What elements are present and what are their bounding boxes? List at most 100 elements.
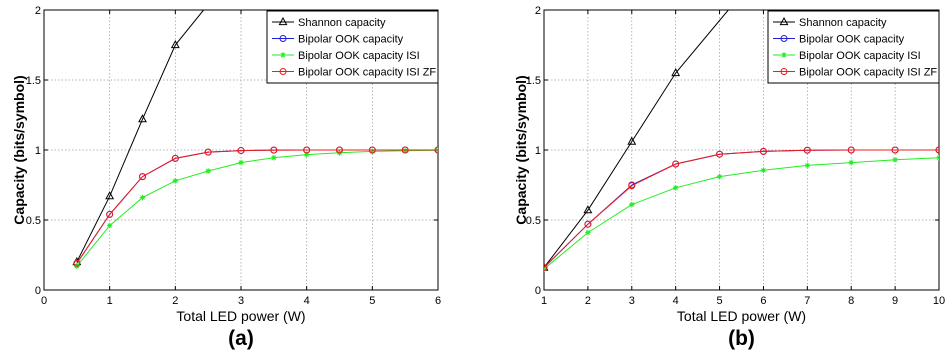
x-tick-label: 2: [172, 295, 178, 307]
series-0-point: [583, 205, 593, 214]
x-tick-label: 8: [848, 295, 854, 307]
series-group: [72, 10, 438, 269]
panel-label: (a): [228, 327, 254, 350]
y-tick-label: 1.5: [526, 75, 541, 87]
series-2-point: [369, 148, 376, 155]
legend: Shannon capacity Bipolar OOK capacity Bipo…: [767, 10, 940, 84]
series-3-point: [336, 146, 343, 154]
legend-swatch-marker: [780, 68, 788, 75]
panel-label: (b): [728, 327, 755, 350]
x-tick-label: 1: [107, 295, 113, 307]
series-line-0: [544, 10, 729, 268]
legend-box: [266, 10, 439, 84]
series-2-point: [892, 157, 898, 163]
series-3-point: [434, 146, 438, 154]
legend-entry: Bipolar OOK capacity ISI ZF: [298, 67, 436, 79]
x-tick-label: 4: [673, 295, 679, 307]
legend-swatch-marker: [780, 35, 788, 42]
series-3-point: [759, 147, 767, 155]
x-tick-label: 5: [716, 295, 722, 307]
y-tick-label: 0: [35, 285, 41, 297]
x-tick-label: 10: [933, 295, 945, 307]
y-tick-label: 1: [535, 145, 541, 157]
y-tick-label: 2: [535, 5, 541, 17]
series-0-point: [627, 136, 637, 145]
legend-swatch-marker: [279, 68, 287, 75]
series-2-point: [672, 185, 679, 191]
x-tick-label: 2: [585, 295, 591, 307]
series-3-point: [139, 173, 146, 181]
legend-swatch-marker: [781, 52, 787, 58]
x-tick-label: 6: [760, 295, 766, 307]
series-3-point: [672, 160, 680, 168]
series-2-point: [238, 159, 244, 166]
series-3-point: [73, 259, 81, 267]
x-tick-label: 5: [369, 295, 375, 307]
series-3-point: [628, 182, 636, 190]
series-group: [544, 10, 939, 272]
legend-entry: Bipolar OOK capacity: [799, 34, 905, 46]
legend-entry: Bipolar OOK capacity ISI: [298, 50, 420, 62]
series-3-point: [237, 147, 245, 155]
x-tick-label: 0: [41, 295, 47, 307]
y-axis-label: Capacity (bits/symbol): [513, 75, 529, 224]
series-3-point: [584, 220, 592, 228]
chart-panel-b: 1 2 3 4 5 6 7 8 9 10 0 0.5 1 1.5 2 Total LED power (W) C…: [513, 5, 945, 350]
legend-swatch-marker: [279, 35, 287, 42]
y-tick-label: 0.5: [26, 215, 41, 227]
series-2-point: [205, 168, 211, 174]
series-3-point: [803, 146, 811, 154]
series-2-point: [402, 147, 408, 154]
series-2-point: [628, 201, 635, 208]
series-2-point: [848, 159, 855, 166]
series-2-point: [303, 151, 310, 158]
series-line-0: [76, 10, 204, 263]
series-0-point: [170, 39, 180, 49]
legend-swatch-marker: [779, 16, 789, 26]
y-tick-label: 0.5: [526, 215, 541, 227]
series-2-point: [106, 222, 113, 229]
series-2-point: [139, 194, 146, 201]
series-3-point: [270, 146, 278, 154]
y-tick-label: 1.5: [26, 75, 41, 87]
x-tick-label: 9: [892, 295, 898, 307]
series-3-point: [935, 146, 939, 154]
series-0-point: [105, 191, 115, 200]
series-line-2: [76, 149, 438, 267]
series-2-point: [804, 162, 811, 169]
series-line-3: [76, 149, 438, 264]
y-tick-label: 2: [35, 5, 41, 17]
series-line-3: [544, 149, 939, 268]
series-2-point: [936, 154, 939, 161]
series-3-point: [544, 264, 548, 272]
series-0-point: [138, 114, 147, 123]
legend-swatch-marker: [280, 52, 286, 58]
y-axis-label: Capacity (bits/symbol): [11, 75, 27, 224]
series-3-point: [204, 148, 212, 156]
series-3-point: [847, 146, 855, 154]
series-0-point: [671, 67, 681, 77]
legend-swatch-marker: [278, 16, 288, 26]
series-2-point: [271, 154, 277, 161]
x-axis-label: Total LED power (W): [176, 308, 305, 324]
series-3-point: [891, 146, 899, 154]
legend-box: [767, 10, 940, 84]
y-tick-label: 0: [535, 285, 541, 297]
series-line-2: [544, 157, 939, 270]
legend-entry: Bipolar OOK capacity: [298, 34, 404, 46]
series-3-point: [106, 210, 114, 218]
x-tick-label: 7: [804, 295, 810, 307]
x-tick-label: 3: [629, 295, 635, 307]
series-2-point: [716, 173, 723, 180]
legend-entry: Shannon capacity: [799, 17, 887, 29]
x-tick-label: 1: [541, 295, 547, 307]
series-2-point: [585, 229, 591, 236]
y-tick-label: 1: [35, 145, 41, 157]
legend-entry: Shannon capacity: [298, 17, 386, 29]
series-3-point: [368, 146, 376, 154]
series-2-point: [760, 167, 767, 174]
legend-entry: Bipolar OOK capacity ISI: [799, 50, 921, 62]
x-tick-label: 4: [304, 295, 310, 307]
